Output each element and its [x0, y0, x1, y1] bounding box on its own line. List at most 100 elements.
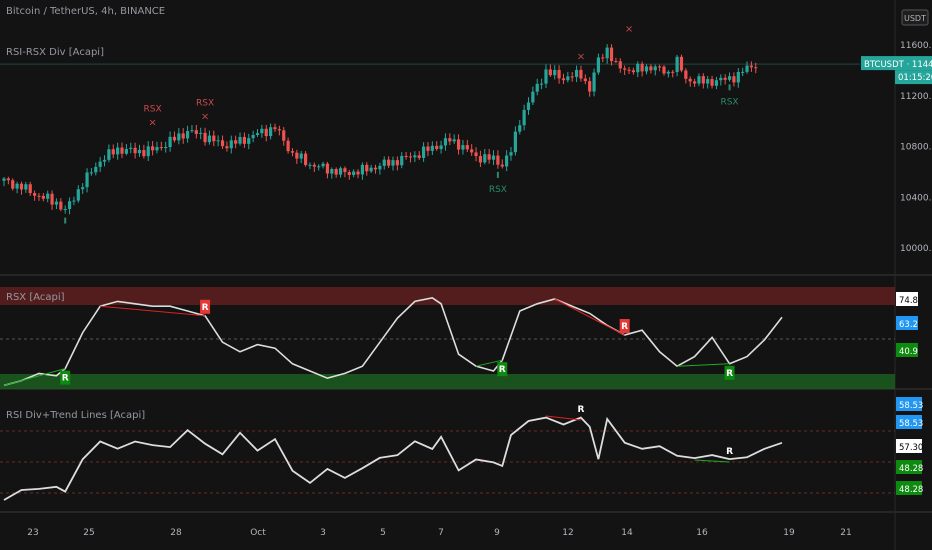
candle-body [548, 69, 552, 76]
candle-body [478, 156, 483, 163]
last-price-tag [861, 56, 932, 71]
bear-signal-cross-icon: × [625, 24, 633, 35]
candle-body [474, 152, 478, 157]
candle-body [15, 183, 19, 189]
candle-body [749, 65, 754, 68]
candle-body [662, 66, 666, 74]
candle-body [308, 164, 312, 166]
candle-body [671, 71, 675, 73]
candle-body [343, 168, 347, 173]
candle-body [697, 76, 701, 84]
bear-divergence-label: R [621, 322, 628, 332]
time-axis[interactable]: 23 25 28 Oct 3 5 7 9 12 14 16 19 21 [27, 528, 851, 538]
candle-body [330, 169, 334, 174]
candle-body [391, 160, 395, 166]
bull-divergence-label: R [499, 365, 506, 375]
candle-body [387, 159, 391, 166]
candle-body [142, 150, 146, 157]
candle-body [404, 155, 408, 157]
candle-body [395, 160, 399, 166]
candle-body [736, 71, 740, 83]
candle-body [107, 149, 111, 160]
candle-body [465, 145, 469, 150]
candle-body [67, 201, 72, 210]
bear-divergence-line [554, 298, 625, 336]
candle-body [605, 47, 609, 59]
rsi-value-tag [896, 460, 922, 474]
currency-button[interactable] [901, 9, 929, 26]
candle-body [155, 147, 159, 151]
time-tick-label: 28 [170, 528, 182, 538]
candle-body [146, 146, 150, 157]
candle-body [365, 164, 369, 172]
candle-body [181, 133, 185, 139]
candle-body [11, 180, 15, 189]
candle-body [649, 66, 653, 71]
candle-body [754, 67, 758, 69]
bull-signal-arrow-icon [64, 217, 67, 224]
candle-body [557, 69, 561, 79]
candle-body [509, 152, 513, 156]
rsx-pane[interactable]: R R R R R 74.8 63.2 40.9 [0, 287, 918, 389]
candle-body [321, 163, 325, 167]
time-tick-label: Oct [250, 528, 266, 538]
candle-body [19, 183, 24, 190]
candle-body [623, 68, 627, 70]
candle-body [269, 127, 273, 137]
time-tick-label: 19 [783, 528, 795, 538]
bull-divergence-label: R [62, 374, 69, 384]
rsx-value-tag [896, 343, 918, 357]
candle-body [714, 80, 719, 86]
time-tick-label: 21 [840, 528, 851, 538]
candle-body [378, 165, 382, 170]
time-tick-label: 12 [562, 528, 573, 538]
candle-body [400, 155, 404, 166]
candle-body [286, 140, 290, 152]
rsi-pane[interactable]: R R 58.53 58.53 57.30 48.28 48.28 [0, 397, 923, 501]
candle-body [644, 66, 649, 72]
candle-body [688, 78, 692, 82]
candle-body [242, 136, 246, 144]
candle-body [133, 147, 137, 154]
bear-divergence-line [545, 415, 582, 421]
candle-body [627, 69, 631, 71]
candle-body [609, 47, 614, 62]
candle-body [177, 133, 181, 141]
rsi-value-text: 58.53 [899, 419, 923, 429]
candle-body [129, 147, 133, 149]
rsx-pane-title: RSX [Acapi] [6, 292, 65, 303]
candle-body [382, 159, 386, 166]
candle-body [229, 140, 233, 149]
candle-body [238, 136, 242, 144]
candle-body [583, 78, 587, 82]
candle-body [72, 200, 76, 202]
candle-body [579, 69, 583, 79]
bull-signal-arrow-icon [728, 84, 731, 91]
candle-body [487, 154, 491, 160]
candle-body [164, 147, 168, 149]
chart-title: Bitcoin / TetherUS, 4h, BINANCE [6, 6, 165, 17]
bull-divergence-line [475, 359, 503, 367]
candle-body [46, 193, 50, 199]
candle-body [596, 57, 601, 73]
price-tick-label: 10000.00 [900, 244, 932, 254]
last-price-text: BTCUSDT · 11449.49 [864, 60, 932, 70]
candle-body [518, 125, 522, 132]
candle-body [347, 172, 351, 175]
time-tick-label: 25 [83, 528, 94, 538]
bull-divergence-line [3, 368, 66, 386]
candle-body [526, 102, 531, 110]
candle-body [290, 151, 295, 153]
candle-body [417, 155, 421, 158]
candle-body [491, 155, 496, 160]
oscillator-line [3, 296, 783, 387]
bull-divergence-tag [60, 370, 71, 385]
candle-body [614, 61, 618, 63]
time-tick-label: 7 [438, 528, 444, 538]
price-tick-label: 11600.00 [900, 41, 932, 51]
price-pane[interactable]: 11600.00 11200.00 10800.00 10400.00 10000.00… [0, 24, 932, 254]
candle-body [360, 164, 365, 175]
candle-body [2, 178, 6, 181]
overbought-zone [0, 287, 895, 305]
